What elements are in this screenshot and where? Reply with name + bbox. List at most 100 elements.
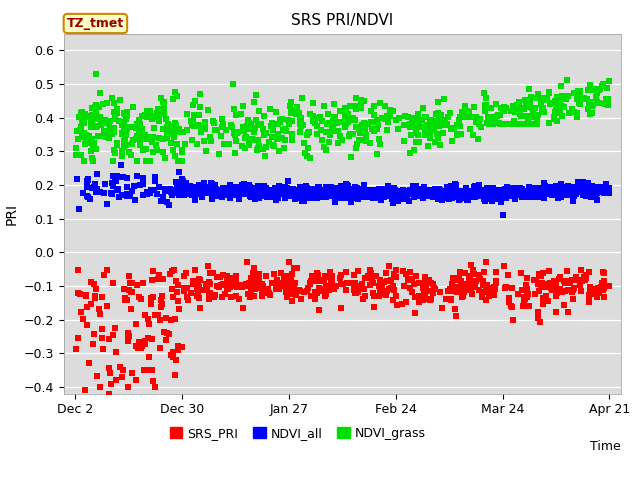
NDVI_all	[539, 183, 549, 191]
NDVI_all	[192, 184, 202, 192]
NDVI_grass	[170, 122, 180, 130]
NDVI_all	[506, 192, 516, 199]
NDVI_grass	[157, 98, 168, 106]
NDVI_all	[447, 186, 458, 194]
SRS_PRI	[124, 332, 134, 340]
NDVI_grass	[147, 139, 157, 146]
NDVI_grass	[90, 104, 100, 111]
SRS_PRI	[410, 280, 420, 288]
NDVI_all	[442, 183, 452, 191]
SRS_PRI	[73, 289, 83, 297]
NDVI_all	[296, 192, 307, 200]
NDVI_all	[380, 187, 390, 194]
SRS_PRI	[452, 274, 463, 282]
SRS_PRI	[93, 305, 104, 312]
NDVI_all	[472, 187, 482, 194]
NDVI_grass	[416, 123, 426, 131]
SRS_PRI	[148, 293, 159, 301]
NDVI_all	[288, 187, 298, 194]
NDVI_all	[321, 193, 332, 201]
NDVI_all	[225, 185, 235, 193]
SRS_PRI	[420, 290, 431, 298]
NDVI_all	[424, 187, 435, 194]
NDVI_all	[182, 189, 193, 197]
SRS_PRI	[202, 284, 212, 292]
NDVI_grass	[585, 110, 595, 118]
NDVI_grass	[292, 103, 302, 110]
SRS_PRI	[250, 285, 260, 293]
NDVI_all	[277, 190, 287, 197]
SRS_PRI	[597, 279, 607, 287]
NDVI_all	[568, 187, 579, 195]
NDVI_all	[454, 196, 464, 204]
NDVI_all	[447, 187, 457, 194]
NDVI_all	[464, 192, 474, 200]
NDVI_grass	[172, 140, 182, 147]
NDVI_grass	[433, 114, 444, 121]
NDVI_grass	[567, 106, 577, 113]
NDVI_grass	[575, 93, 585, 101]
NDVI_grass	[77, 133, 87, 141]
NDVI_grass	[87, 154, 97, 162]
SRS_PRI	[253, 272, 263, 279]
NDVI_grass	[252, 146, 262, 154]
NDVI_grass	[230, 149, 240, 156]
SRS_PRI	[120, 294, 131, 302]
NDVI_grass	[319, 144, 329, 151]
NDVI_grass	[366, 107, 376, 114]
NDVI_all	[357, 186, 367, 194]
NDVI_all	[230, 190, 241, 197]
SRS_PRI	[353, 267, 364, 275]
NDVI_grass	[127, 140, 137, 148]
NDVI_all	[544, 190, 554, 198]
NDVI_grass	[393, 126, 403, 133]
NDVI_grass	[569, 89, 579, 96]
NDVI_all	[273, 184, 283, 192]
NDVI_all	[600, 188, 611, 195]
NDVI_grass	[439, 96, 449, 103]
SRS_PRI	[358, 285, 369, 292]
NDVI_all	[190, 187, 200, 194]
SRS_PRI	[469, 279, 479, 287]
NDVI_all	[496, 198, 506, 206]
SRS_PRI	[365, 274, 376, 281]
NDVI_all	[474, 188, 484, 195]
SRS_PRI	[546, 284, 556, 292]
NDVI_all	[564, 188, 575, 195]
NDVI_all	[486, 187, 497, 195]
NDVI_all	[154, 183, 164, 191]
NDVI_grass	[543, 88, 554, 96]
NDVI_grass	[119, 109, 129, 117]
SRS_PRI	[524, 302, 534, 310]
NDVI_all	[531, 186, 541, 194]
NDVI_all	[225, 181, 235, 189]
NDVI_all	[525, 192, 535, 200]
NDVI_all	[581, 192, 591, 200]
NDVI_all	[202, 183, 212, 191]
NDVI_grass	[128, 137, 138, 144]
NDVI_all	[579, 188, 589, 196]
SRS_PRI	[457, 291, 467, 299]
SRS_PRI	[208, 269, 218, 277]
SRS_PRI	[140, 312, 150, 319]
NDVI_all	[575, 181, 585, 189]
NDVI_grass	[438, 130, 448, 137]
SRS_PRI	[194, 275, 204, 283]
NDVI_grass	[243, 116, 253, 123]
NDVI_all	[234, 193, 244, 201]
SRS_PRI	[383, 286, 394, 293]
NDVI_grass	[433, 109, 443, 117]
NDVI_grass	[515, 105, 525, 112]
NDVI_grass	[230, 130, 240, 138]
SRS_PRI	[102, 302, 113, 310]
SRS_PRI	[521, 282, 531, 289]
NDVI_grass	[589, 85, 600, 93]
NDVI_all	[410, 188, 420, 195]
SRS_PRI	[75, 290, 85, 298]
NDVI_grass	[300, 149, 310, 157]
SRS_PRI	[500, 284, 510, 292]
NDVI_all	[358, 189, 369, 197]
NDVI_all	[72, 175, 82, 183]
NDVI_all	[524, 183, 534, 191]
NDVI_all	[304, 187, 314, 194]
